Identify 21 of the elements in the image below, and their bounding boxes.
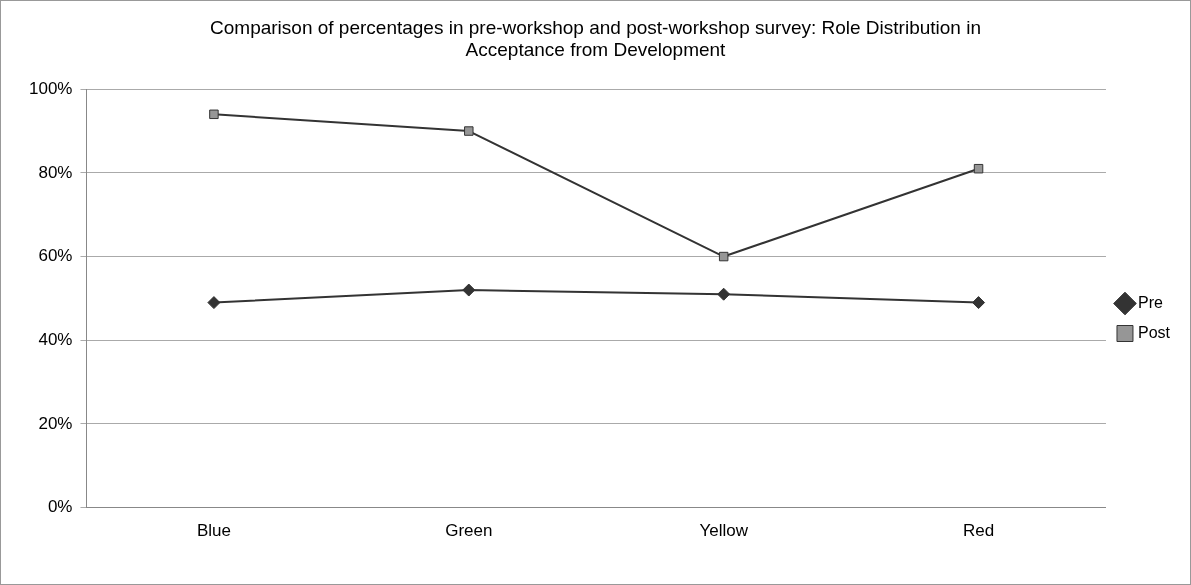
point [209, 109, 219, 120]
y-tick-label: 40% [38, 329, 73, 349]
point [972, 296, 986, 310]
x-tick-label: Yellow [699, 521, 749, 541]
y-tick-label: 100% [29, 78, 73, 98]
y-tick-label: 0% [47, 497, 73, 517]
point [718, 251, 729, 262]
y-tick-label: 20% [38, 413, 73, 433]
point [973, 163, 984, 174]
point [464, 126, 474, 136]
x-tick-label: Green [445, 521, 493, 541]
legend-label: Pre [1137, 293, 1163, 311]
y-tick-label: 80% [38, 162, 73, 182]
point [207, 296, 221, 310]
x-tick-label: Red [962, 521, 995, 541]
x-tick-label: Blue [196, 521, 231, 541]
point [462, 283, 476, 297]
point [717, 287, 731, 301]
y-tick-label: 60% [38, 246, 73, 266]
legend-label: Post [1137, 323, 1171, 341]
chart-title: Comparison of percentages in pre-workshop and post-workshop survey: Role Distribution in Acceptance from Development [209, 17, 982, 61]
